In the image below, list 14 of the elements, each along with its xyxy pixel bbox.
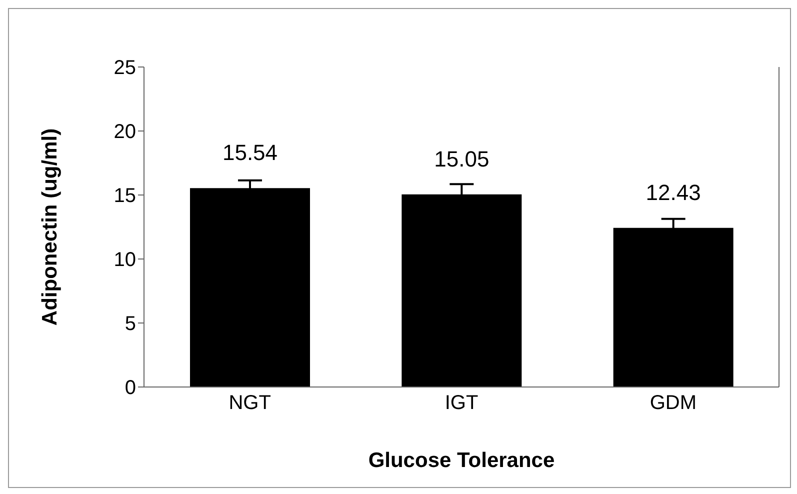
y-axis-title: Adiponectin (ug/ml) (38, 128, 62, 326)
y-tick-label: 10 (114, 249, 136, 272)
y-tick-label: 25 (114, 57, 136, 80)
x-tick-label: GDM (650, 392, 697, 414)
data-label: 15.54 (222, 140, 278, 166)
x-axis-title: Glucose Tolerance (368, 449, 555, 472)
y-tick-label: 20 (114, 121, 136, 144)
data-label: 15.05 (434, 146, 490, 172)
data-label: 12.43 (646, 180, 701, 205)
x-tick-label: IGT (444, 392, 478, 414)
y-tick-label: 5 (124, 313, 136, 336)
x-tick-label: NGT (228, 392, 271, 414)
y-tick-label: 15 (114, 185, 136, 208)
y-tick-label: 0 (124, 377, 136, 400)
